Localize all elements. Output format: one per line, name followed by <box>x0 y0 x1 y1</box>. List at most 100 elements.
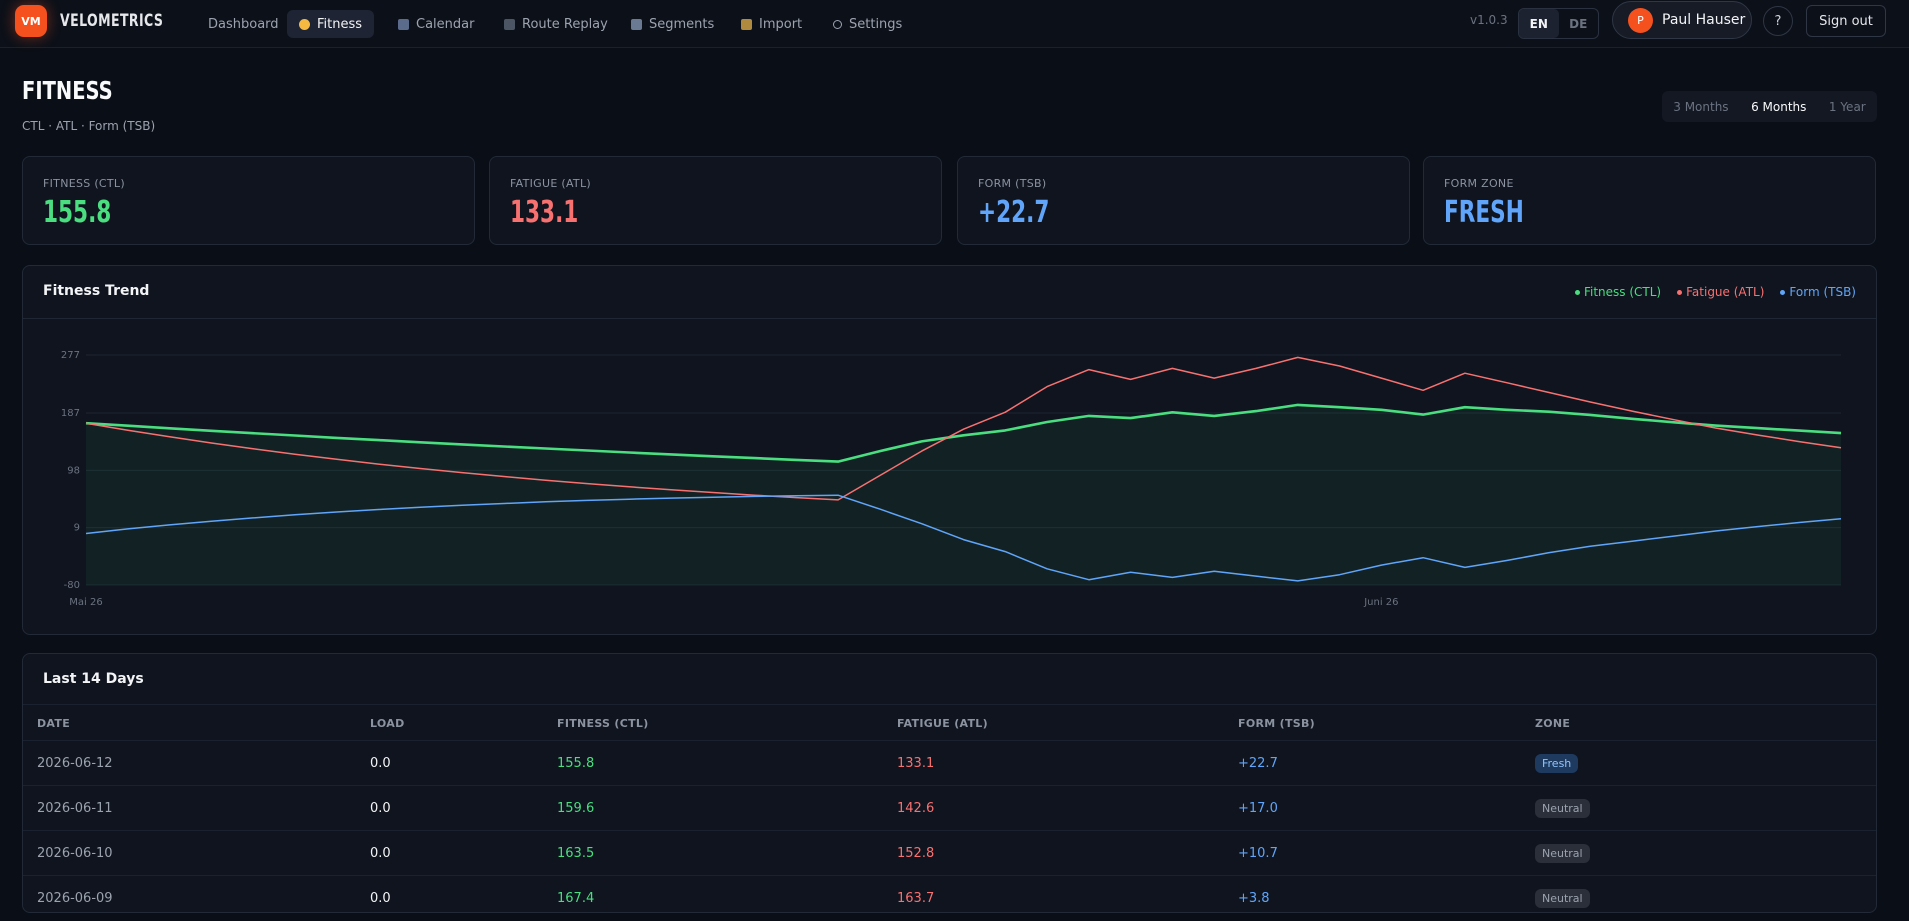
table-row: 2026-06-12 0.0 155.8 133.1 +22.7 Fresh <box>23 740 1876 786</box>
card-value: 133.1 <box>510 195 579 230</box>
table-cell: 152.8 <box>897 846 935 861</box>
column-header: ZONE <box>1535 716 1571 730</box>
table-cell: 167.4 <box>557 891 595 906</box>
column-header: LOAD <box>370 716 405 730</box>
nav-item[interactable]: Calendar <box>386 10 486 38</box>
stat-card: FORM (TSB) +22.7 <box>957 156 1410 245</box>
nav-item[interactable]: Settings <box>821 10 914 38</box>
nav-label: Fitness <box>317 16 363 32</box>
page-subtitle: CTL · ATL · Form (TSB) <box>22 119 156 133</box>
stat-card: FORM ZONE FRESH <box>1423 156 1876 245</box>
version: v1.0.3 <box>1470 13 1508 27</box>
table-cell: +10.7 <box>1238 846 1278 861</box>
user-menu[interactable]: P Paul Hauser <box>1612 1 1752 39</box>
brand[interactable]: VELOMETRICS <box>60 11 164 31</box>
sign-out-button[interactable]: Sign out <box>1806 5 1886 37</box>
line <box>85 403 1842 463</box>
table-cell: 2026-06-09 <box>37 891 113 906</box>
table-cell: 0.0 <box>370 891 391 906</box>
icon <box>741 18 752 30</box>
table-cell: 2026-06-11 <box>37 801 113 816</box>
card-value: FRESH <box>1444 195 1524 230</box>
table-cell: Neutral <box>1535 876 1590 921</box>
legend-label: Form (TSB) <box>1789 285 1856 299</box>
table-cell: +3.8 <box>1238 891 1270 906</box>
table-cell: 0.0 <box>370 756 391 771</box>
nav-label: Segments <box>649 16 715 32</box>
legend-dot <box>1780 290 1786 295</box>
table-cell: +17.0 <box>1238 801 1278 816</box>
table-cell: Fresh <box>1535 741 1579 786</box>
chart-title: Fitness Trend <box>43 283 150 299</box>
stat-card: FITNESS (CTL) 155.8 <box>22 156 475 245</box>
language[interactable]: DE <box>1569 16 1588 31</box>
card-label: FORM ZONE <box>1444 177 1514 190</box>
table-row: 2026-06-11 0.0 159.6 142.6 +17.0 Neutral <box>23 785 1876 831</box>
table-row: 2026-06-10 0.0 163.5 152.8 +10.7 Neutral <box>23 830 1876 876</box>
nav-label: Dashboard <box>208 16 279 32</box>
nav-label: Import <box>759 16 803 32</box>
column-header: FITNESS (CTL) <box>557 716 649 730</box>
legend-item: Fitness (CTL) <box>1574 285 1662 299</box>
column-header: FATIGUE (ATL) <box>897 716 988 730</box>
nav-item[interactable]: Dashboard <box>196 10 291 38</box>
y-tick-label: 98 <box>67 465 80 476</box>
avatar: P <box>1628 7 1653 33</box>
y-tick-label: -80 <box>64 580 80 591</box>
x-tick-label: Juni 26 <box>1363 597 1398 608</box>
column-header: DATE <box>37 716 71 730</box>
language-toggle: EN DE <box>1518 8 1599 39</box>
divider <box>23 318 1876 319</box>
nav-label: Route Replay <box>522 16 608 32</box>
icon <box>833 19 842 29</box>
legend-dot <box>1574 290 1580 295</box>
chart: -80 9 98 187 277 Mai 26 Juni 26 <box>61 350 1842 608</box>
table-title: Last 14 Days <box>43 671 144 687</box>
table-cell: Neutral <box>1535 786 1590 831</box>
zone-badge: Neutral <box>1535 889 1590 908</box>
table-cell: 159.6 <box>557 801 595 816</box>
y-tick-label: 9 <box>74 523 80 534</box>
table-cell: 0.0 <box>370 801 391 816</box>
icon <box>398 18 409 30</box>
nav-bar: VM VELOMETRICS Dashboard Fitness Calenda… <box>0 0 1909 48</box>
nav-label: Settings <box>849 16 903 32</box>
table-cell: 2026-06-12 <box>37 756 113 771</box>
line <box>85 494 1842 582</box>
range-option[interactable]: 6 Months <box>1751 99 1807 114</box>
nav-item[interactable]: Segments <box>619 10 726 38</box>
language[interactable]: EN <box>1519 9 1559 38</box>
legend-label: Fatigue (ATL) <box>1686 285 1765 299</box>
range-option[interactable]: 1 Year <box>1828 99 1866 114</box>
table-cell: 2026-06-10 <box>37 846 113 861</box>
nav-label: Calendar <box>416 16 475 32</box>
table-header-row: DATE LOAD FITNESS (CTL) FATIGUE (ATL) FORM (… <box>23 704 1876 741</box>
range-option[interactable]: 3 Months <box>1673 99 1729 114</box>
help-button[interactable]: ? <box>1763 6 1793 36</box>
card-label: FORM (TSB) <box>978 177 1047 190</box>
zone-badge: Fresh <box>1535 754 1579 773</box>
table-row: 2026-06-09 0.0 167.4 163.7 +3.8 Neutral <box>23 875 1876 921</box>
nav-item[interactable]: Fitness <box>287 10 375 38</box>
icon <box>299 18 310 30</box>
table-cell: Neutral <box>1535 831 1590 876</box>
table-cell: 142.6 <box>897 801 935 816</box>
y-tick-label: 277 <box>61 350 80 361</box>
table-cell: 163.7 <box>897 891 935 906</box>
legend: Fitness (CTL) Fatigue (ATL) Form (TSB) <box>1574 285 1856 299</box>
legend-item: Form (TSB) <box>1780 285 1856 299</box>
logo[interactable]: VM <box>15 5 47 37</box>
legend-label: Fitness (CTL) <box>1583 285 1662 299</box>
table-cell: +22.7 <box>1238 756 1278 771</box>
table-cell: 0.0 <box>370 846 391 861</box>
legend-dot <box>1677 290 1683 295</box>
card-label: FITNESS (CTL) <box>43 177 125 190</box>
icon <box>631 18 642 30</box>
zone-badge: Neutral <box>1535 799 1590 818</box>
stat-card: FATIGUE (ATL) 133.1 <box>489 156 942 245</box>
x-tick-label: Mai 26 <box>69 597 102 608</box>
line <box>85 356 1842 501</box>
nav-item[interactable]: Route Replay <box>492 10 620 38</box>
nav-item[interactable]: Import <box>729 10 814 38</box>
